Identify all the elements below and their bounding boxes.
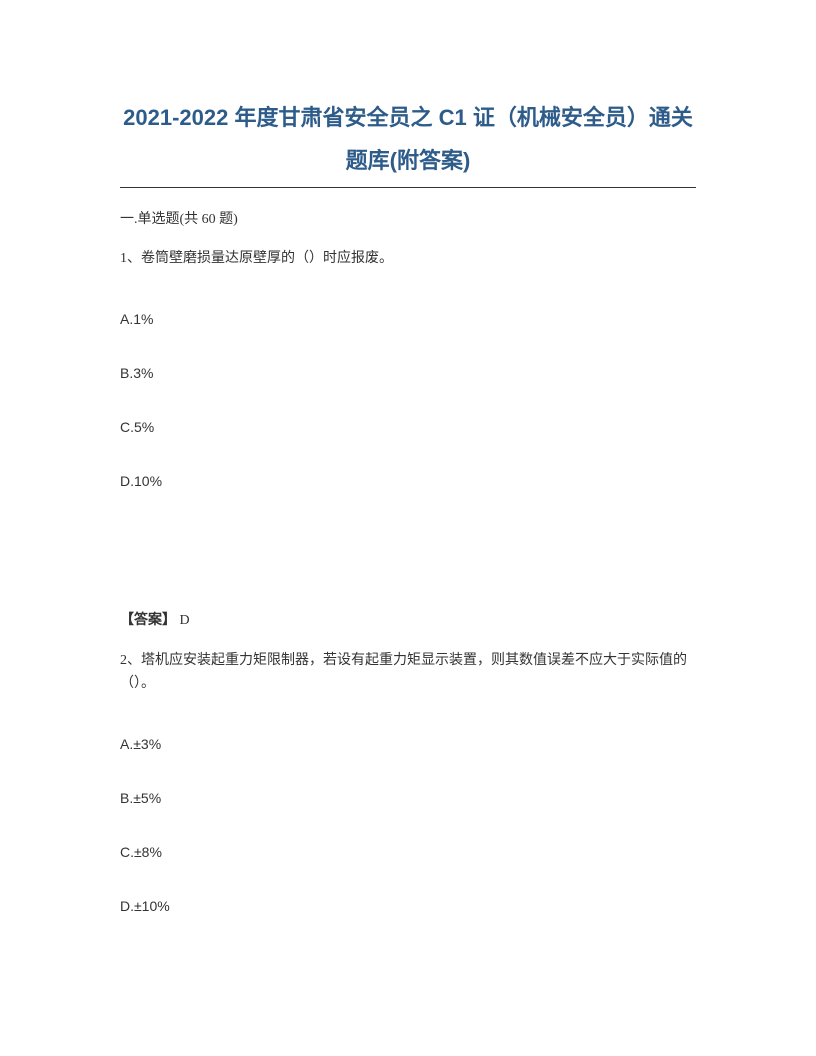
answer-label: 【答案】	[120, 613, 176, 628]
document-title-line2: 题库(附答案)	[120, 143, 696, 175]
question-1-answer: 【答案】 D	[120, 609, 696, 629]
question-1-option-a: A.1%	[120, 311, 696, 327]
question-2-option-c: C.±8%	[120, 844, 696, 860]
question-1-option-b: B.3%	[120, 365, 696, 381]
question-1-option-d: D.10%	[120, 473, 696, 489]
question-1-text: 1、卷筒壁磨损量达原壁厚的（）时应报废。	[120, 248, 696, 270]
question-2-option-b: B.±5%	[120, 790, 696, 806]
question-1-option-c: C.5%	[120, 419, 696, 435]
question-2-text: 2、塔机应安装起重力矩限制器，若设有起重力矩显示装置，则其数值误差不应大于实际值…	[120, 649, 696, 697]
answer-value: D	[176, 613, 190, 628]
document-title-line1: 2021-2022 年度甘肃省安全员之 C1 证（机械安全员）通关	[120, 100, 696, 135]
title-divider	[120, 187, 696, 188]
question-2-option-a: A.±3%	[120, 736, 696, 752]
section-header: 一.单选题(共 60 题)	[120, 208, 696, 228]
question-2-option-d: D.±10%	[120, 898, 696, 914]
document-page: 2021-2022 年度甘肃省安全员之 C1 证（机械安全员）通关 题库(附答案…	[0, 0, 816, 1012]
